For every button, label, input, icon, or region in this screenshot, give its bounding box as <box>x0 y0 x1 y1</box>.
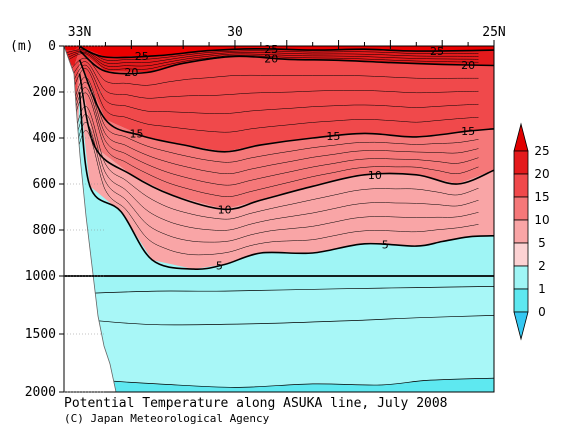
isotherm-line-1-5 <box>89 315 494 326</box>
contour-label: 10 <box>368 169 382 182</box>
lat-tick-label: 30 <box>227 25 243 40</box>
plot-frame <box>63 45 495 393</box>
isotherm-minor-line <box>64 106 479 220</box>
colorbar-bottom-arrow <box>513 311 529 341</box>
continental-slope <box>63 45 117 393</box>
colorbar-label: 1 <box>538 282 546 296</box>
isotherm-line-2 <box>84 286 494 294</box>
depth-tick-label: 2000 <box>25 385 56 400</box>
colorbar-label: 20 <box>534 167 549 181</box>
isotherm-lines <box>64 46 494 388</box>
band-fill-below-2 <box>64 286 494 392</box>
colorbar-cell <box>513 242 529 267</box>
band-fill-deepest <box>64 378 494 392</box>
isotherm-fills <box>64 46 494 392</box>
isotherm-line-5 <box>78 91 494 271</box>
band-fill-25 <box>64 46 494 57</box>
colorbar-label: 25 <box>534 144 549 158</box>
colorbar-cell <box>513 288 529 313</box>
colorbar-cell <box>513 196 529 221</box>
isotherm-minor-line <box>64 50 479 64</box>
chart-credit: (C) Japan Meteorological Agency <box>64 412 270 425</box>
isotherm-minor-line <box>64 61 479 99</box>
contour-label: 25 <box>430 45 444 58</box>
isotherm-minor-line <box>64 53 479 70</box>
contour-label: 25 <box>135 50 149 63</box>
contour-label: 15 <box>326 130 340 143</box>
band-fill-5 <box>64 73 494 270</box>
isotherm-minor-line <box>64 92 479 197</box>
contour-label: 10 <box>218 203 232 216</box>
colorbar-top-arrow <box>513 122 529 152</box>
contour-label: 5 <box>382 239 389 252</box>
contour-label: 15 <box>130 127 144 140</box>
isotherm-line-15 <box>78 59 494 153</box>
isotherm-line-10 <box>78 73 494 211</box>
colorbar-cell <box>513 150 529 175</box>
depth-tick-label: 0 <box>48 39 56 54</box>
depth-axis-label: (m) <box>10 39 33 54</box>
axes: 33N 30 25N (m) 0 200 400 600 800 1000 1500 2000 <box>10 25 506 400</box>
isotherm-line-20 <box>78 49 494 75</box>
depth-tick-label: 400 <box>33 131 56 146</box>
colorbar-label: 15 <box>534 190 549 204</box>
colorbar-cell <box>513 219 529 244</box>
isotherm-minor-line <box>64 51 479 67</box>
depth-tick-label: 800 <box>33 223 56 238</box>
depth-tick-label: 200 <box>33 85 56 100</box>
colorbar-label: 5 <box>538 236 546 250</box>
depth-tick-label: 1500 <box>25 327 56 342</box>
isotherm-minor-line <box>64 114 479 231</box>
isotherm-line-25 <box>79 46 494 59</box>
colorbar-label: 10 <box>534 213 549 227</box>
contour-label: 15 <box>461 125 475 138</box>
depth-tick-label: 1000 <box>25 269 56 284</box>
contour-label: 5 <box>216 259 223 272</box>
lat-tick-label: 33N <box>68 25 91 40</box>
colorbar-label: 2 <box>538 259 546 273</box>
isotherm-minor-line <box>64 76 479 163</box>
isotherm-minor-line <box>64 82 479 175</box>
lat-tick-label: 25N <box>482 25 505 40</box>
isotherm-line-1-3 <box>100 377 494 388</box>
colorbar-label: 0 <box>538 305 546 319</box>
band-fill-15 <box>64 50 494 152</box>
isotherm-minor-line <box>64 49 479 61</box>
isotherm-minor-line <box>64 57 479 86</box>
isotherm-minor-line <box>64 87 479 186</box>
chart-title: Potential Temperature along ASUKA line, … <box>64 396 448 411</box>
isotherm-minor-line <box>64 68 479 133</box>
contour-label: 20 <box>264 52 278 65</box>
isotherm-minor-line <box>64 130 479 256</box>
land-mask <box>64 46 116 392</box>
contour-label: 20 <box>461 59 475 72</box>
colorbar-cell <box>513 265 529 290</box>
slope-outline <box>63 45 117 393</box>
contour-label: 20 <box>124 66 138 79</box>
band-fill-10 <box>64 59 494 210</box>
depth-tick-label: 600 <box>33 177 56 192</box>
isotherm-minor-line <box>64 64 479 114</box>
colorbar-cell <box>513 173 529 198</box>
isotherm-minor-line <box>64 122 479 243</box>
